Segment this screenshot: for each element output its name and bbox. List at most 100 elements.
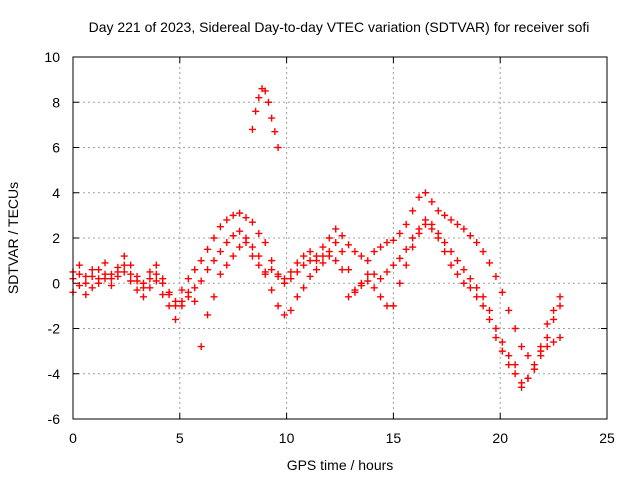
data-point	[505, 352, 513, 360]
data-point	[210, 234, 218, 242]
data-point	[550, 306, 558, 314]
data-point	[178, 297, 186, 305]
data-point	[287, 306, 295, 314]
data-point	[139, 293, 147, 301]
grid	[73, 57, 607, 419]
data-point	[473, 284, 481, 292]
data-point	[460, 266, 468, 274]
data-point	[409, 234, 417, 242]
data-point	[556, 334, 564, 342]
data-point	[248, 218, 256, 226]
data-point	[524, 352, 532, 360]
data-point	[216, 270, 224, 278]
data-point	[261, 239, 269, 247]
y-tick-label: -2	[48, 321, 61, 337]
data-point	[242, 239, 250, 247]
data-point	[146, 268, 154, 276]
data-point	[268, 286, 276, 294]
data-point	[486, 315, 494, 323]
data-point	[428, 225, 436, 233]
data-point	[357, 252, 365, 260]
data-point	[261, 87, 269, 95]
data-point	[518, 383, 526, 391]
data-point	[264, 98, 272, 106]
data-point	[511, 361, 519, 369]
data-point	[165, 302, 173, 310]
data-point	[441, 211, 449, 219]
data-point	[453, 257, 461, 265]
data-point	[434, 234, 442, 242]
data-point	[223, 261, 231, 269]
data-point	[159, 291, 167, 299]
data-point	[370, 248, 378, 256]
data-point	[479, 248, 487, 256]
data-point	[543, 343, 551, 351]
data-point	[75, 261, 83, 269]
data-point	[383, 239, 391, 247]
data-point	[159, 279, 167, 287]
y-tick-label: 6	[52, 140, 60, 156]
data-point	[252, 107, 260, 115]
data-point	[505, 361, 513, 369]
data-point	[274, 144, 282, 151]
data-point	[319, 243, 327, 251]
data-point	[473, 239, 481, 247]
data-point	[550, 338, 558, 346]
data-point	[133, 277, 141, 285]
data-point	[345, 293, 353, 301]
data-point	[236, 243, 244, 251]
data-point	[268, 266, 276, 274]
data-point	[383, 268, 391, 276]
y-tick-label: 2	[52, 230, 60, 246]
data-point	[332, 239, 340, 247]
data-point	[197, 257, 205, 265]
data-point	[492, 325, 500, 332]
data-point	[447, 248, 455, 256]
data-point	[236, 227, 244, 235]
data-marks	[69, 85, 564, 391]
data-point	[460, 225, 468, 233]
data-point	[409, 207, 417, 215]
data-point	[210, 257, 218, 265]
x-tick-label: 10	[279, 430, 295, 446]
data-point	[293, 259, 301, 267]
data-point	[364, 257, 372, 265]
x-tick-label: 0	[69, 430, 77, 446]
data-point	[498, 338, 506, 346]
data-point	[95, 279, 103, 287]
data-point	[229, 252, 237, 260]
data-point	[229, 232, 237, 240]
data-point	[325, 234, 333, 242]
data-point	[268, 114, 276, 122]
data-point	[492, 272, 500, 280]
data-point	[178, 286, 186, 294]
data-point	[300, 261, 308, 269]
data-point	[287, 268, 295, 276]
axis-ticks: 0 5 10 15 20 25 -6 -4 -2 0 2 4 6 8 10	[44, 49, 615, 446]
data-point	[453, 270, 461, 278]
data-point	[543, 320, 551, 328]
data-point	[300, 284, 308, 292]
data-point	[479, 302, 487, 310]
data-point	[389, 236, 397, 244]
data-point	[82, 272, 90, 280]
data-point	[396, 229, 404, 237]
data-point	[127, 261, 135, 269]
data-point	[127, 277, 135, 285]
series-track-a	[69, 189, 564, 369]
data-point	[88, 272, 96, 280]
data-point	[236, 209, 244, 217]
data-point	[248, 243, 256, 251]
data-point	[332, 257, 340, 265]
data-point	[101, 259, 109, 267]
y-tick-label: -4	[48, 366, 61, 382]
data-point	[370, 270, 378, 278]
data-point	[466, 284, 474, 292]
data-point	[556, 293, 564, 301]
data-point	[146, 275, 154, 283]
data-point	[524, 374, 532, 382]
data-point	[537, 343, 545, 351]
data-point	[184, 275, 192, 283]
data-point	[377, 293, 385, 301]
